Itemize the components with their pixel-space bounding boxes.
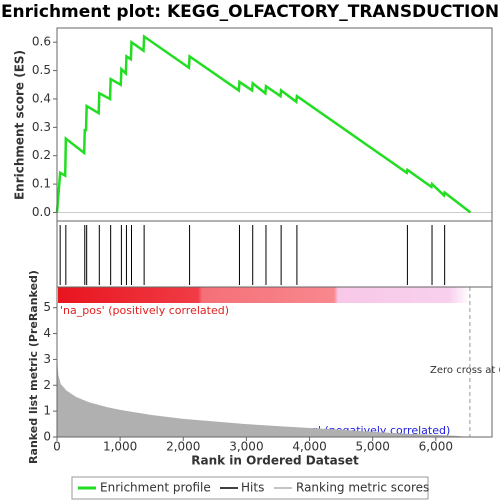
chart-title: Enrichment plot: KEGG_OLFACTORY_TRANSDUC… xyxy=(1,2,499,22)
legend-label: Ranking metric scores xyxy=(296,481,429,495)
metric-tick-label: 3 xyxy=(43,352,51,366)
legend xyxy=(71,476,429,500)
es-tick-label: 0.2 xyxy=(32,148,51,162)
legend-label: Hits xyxy=(241,481,264,495)
zero-cross-label: Zero cross at 6 xyxy=(430,365,500,376)
x-tick-label: 5,000 xyxy=(355,440,389,454)
x-tick-label: 3,000 xyxy=(229,440,263,454)
x-tick-label: 4,000 xyxy=(292,440,326,454)
es-tick-label: 0.3 xyxy=(32,120,51,134)
panel-frame xyxy=(56,286,493,438)
metric-area xyxy=(57,354,470,437)
x-tick-label: 2,000 xyxy=(166,440,200,454)
metric-tick-label: 1 xyxy=(43,404,51,418)
x-axis-title: Rank in Ordered Dataset xyxy=(191,454,359,468)
plot-bg xyxy=(57,28,492,437)
x-tick-label: 1,000 xyxy=(103,440,137,454)
legend-label: Enrichment profile xyxy=(100,481,211,495)
es-tick-label: 0.5 xyxy=(32,63,51,77)
metric-tick-label: 2 xyxy=(43,378,51,392)
x-tick-label: 6,000 xyxy=(419,440,453,454)
es-line xyxy=(55,34,472,214)
metric-tick-label: 0 xyxy=(43,430,51,444)
es-tick-label: 0.1 xyxy=(32,177,51,191)
pos-label: 'na_pos' (positively correlated) xyxy=(60,304,229,317)
es-axis-title: Enrichment score (ES) xyxy=(13,50,27,200)
metric-tick-label: 4 xyxy=(43,326,51,340)
metric-axis-title: Ranked list metric (PreRanked) xyxy=(27,270,40,464)
metric-tick-label: 5 xyxy=(43,300,51,314)
color-bar xyxy=(58,287,470,303)
x-tick-label: 0 xyxy=(53,440,61,454)
es-tick-label: 0.0 xyxy=(32,205,51,219)
es-tick-label: 0.4 xyxy=(32,91,51,105)
es-tick-label: 0.6 xyxy=(32,35,51,49)
